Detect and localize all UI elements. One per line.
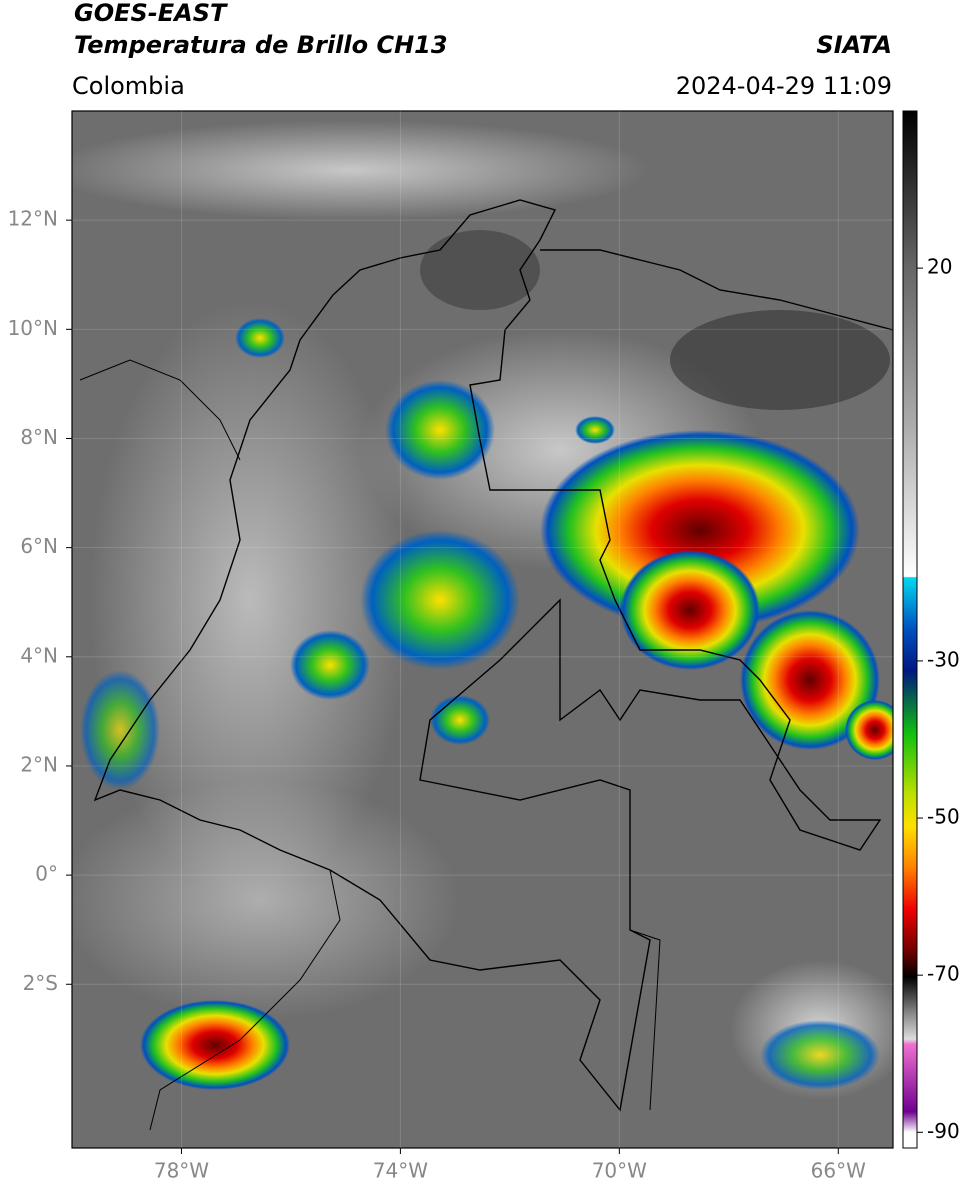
subtitle: Temperatura de Brillo CH13 [74,31,448,59]
region: Colombia [72,72,185,100]
colorbar-tick-label: -30 [927,647,960,671]
satellite-image [72,111,893,1148]
lat-tick-label: 6°N [20,534,58,558]
colorbar [902,110,918,1149]
colorbar-tick-label: -90 [927,1119,960,1143]
lon-tick-label: 66°W [811,1159,866,1183]
lat-tick-label: 2°S [23,971,58,995]
colorbar-tick-label: 20 [927,255,952,279]
lat-tick-label: 10°N [8,316,58,340]
datetime: 2024-04-29 11:09 [676,72,892,100]
lon-tick-label: 78°W [154,1159,209,1183]
colorbar-tick-label: -50 [927,805,960,829]
map-frame [71,110,894,1149]
lat-tick-label: 12°N [8,207,58,231]
lat-tick-label: 2°N [20,752,58,776]
agency: SIATA [816,31,892,59]
lon-tick-label: 74°W [373,1159,428,1183]
colorbar-tick-label: -70 [927,962,960,986]
lat-tick-label: 0° [35,862,58,886]
title: GOES-EAST [74,0,228,27]
lat-tick-label: 4°N [20,643,58,667]
lat-tick-label: 8°N [20,425,58,449]
lon-tick-label: 70°W [592,1159,647,1183]
